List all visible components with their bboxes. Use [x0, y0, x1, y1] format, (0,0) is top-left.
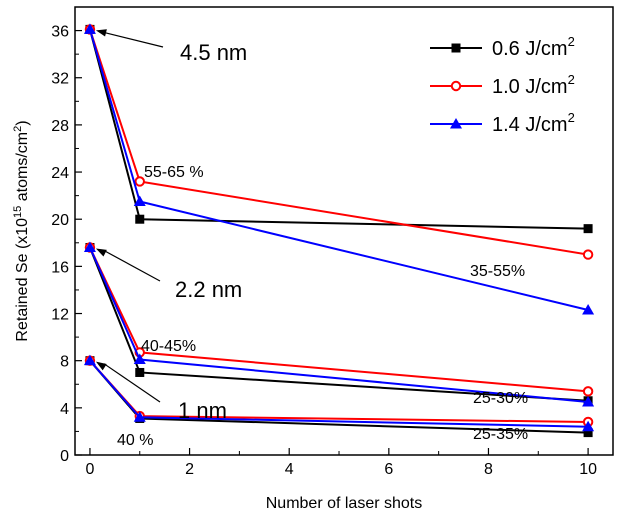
y-tick-label: 8 [60, 354, 69, 371]
percentage-annotation: 35-55% [470, 263, 525, 280]
data-point [135, 214, 145, 224]
data-point [83, 241, 96, 253]
legend-marker [450, 118, 462, 129]
data-point [133, 411, 146, 422]
annotation-arrow-line [103, 31, 164, 48]
y-tick-label: 28 [51, 118, 69, 135]
x-axis-label: Number of laser shots [266, 495, 423, 512]
x-tick-label: 0 [85, 461, 94, 478]
x-tick-label: 4 [285, 461, 294, 478]
data-point [582, 395, 595, 407]
x-tick-label: 2 [185, 461, 194, 478]
legend-label: 0.6 J/cm2 [492, 34, 575, 60]
annotation-arrow-head [95, 248, 107, 257]
thickness-label: 2.2 nm [175, 277, 242, 302]
data-point [583, 428, 593, 438]
data-point [582, 303, 595, 315]
data-point [135, 367, 145, 377]
percentage-annotation: 25-30% [473, 390, 528, 407]
group-annotations: 4.5 nm 2.2 nm 1 nm 55-65 % 35-55% 40-45% 25-30… [95, 29, 528, 449]
data-point [83, 354, 96, 366]
thickness-label: 4.5 nm [180, 40, 247, 65]
legend-label: 1.0 J/cm2 [492, 72, 575, 98]
data-point [582, 249, 594, 260]
y-tick-label: 16 [51, 259, 69, 276]
y-tick-label: 32 [51, 71, 69, 88]
legend: 0.6 J/cm2 1.0 J/cm2 1.4 J/cm2 [430, 34, 575, 136]
percentage-annotation: 40-45% [141, 338, 196, 355]
legend-marker [451, 43, 461, 53]
data-point [582, 420, 595, 432]
x-tick-label: 10 [579, 461, 597, 478]
thickness-label: 1 nm [178, 398, 227, 423]
data-point [83, 23, 96, 34]
data-series [83, 23, 595, 438]
x-tick-label: 6 [384, 461, 393, 478]
data-point [582, 386, 594, 397]
annotation-arrow-head [95, 361, 107, 371]
legend-label: 1.4 J/cm2 [492, 110, 575, 136]
data-point [134, 176, 145, 187]
percentage-annotation: 55-65 % [144, 164, 204, 181]
x-tick-label: 8 [484, 461, 493, 478]
y-tick-label: 0 [60, 448, 69, 465]
y-axis-label: Retained Se (x1015 atoms/cm2) [12, 120, 31, 341]
annotation-arrow-head [95, 29, 107, 37]
percentage-annotation: 40 % [117, 432, 153, 449]
y-tick-label: 4 [60, 401, 69, 418]
y-tick-label: 36 [51, 24, 69, 41]
data-point [133, 353, 146, 365]
plot-frame [74, 6, 614, 456]
data-point [583, 224, 593, 234]
percentage-annotation: 25-35% [473, 426, 528, 443]
series-line [88, 29, 589, 256]
y-tick-label: 20 [51, 212, 69, 229]
y-tick-label: 12 [51, 307, 69, 324]
legend-marker [450, 80, 462, 92]
annotation-arrow-line [103, 363, 161, 403]
y-tick-label: 24 [51, 165, 69, 182]
data-point [133, 195, 146, 207]
annotation-arrow-line [103, 249, 161, 282]
